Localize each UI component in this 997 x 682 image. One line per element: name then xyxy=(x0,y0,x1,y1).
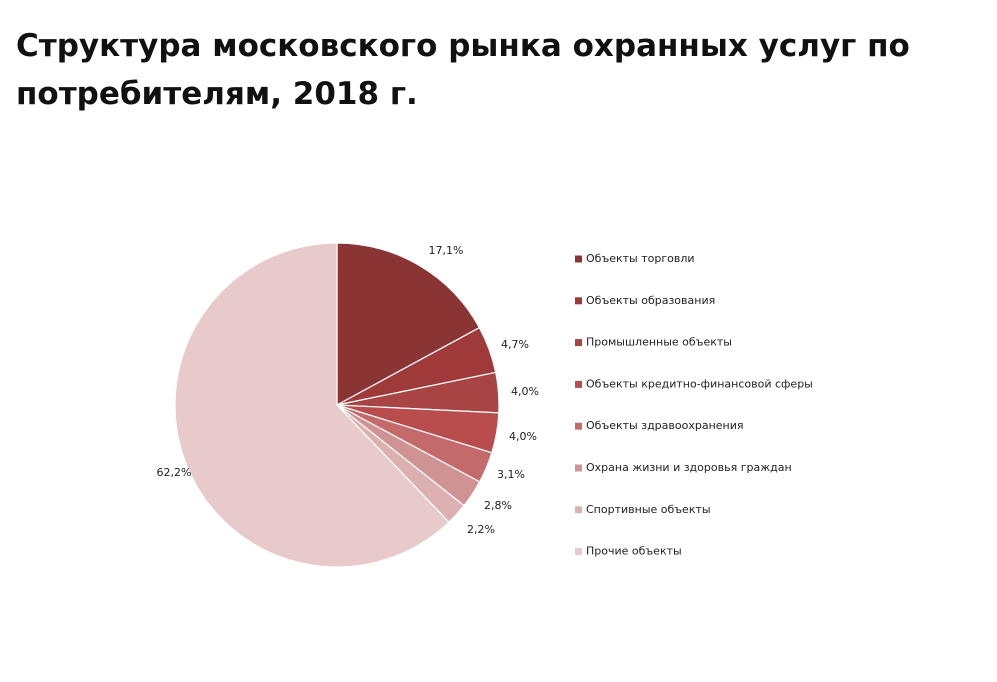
legend-label: Охрана жизни и здоровья граждан xyxy=(586,461,792,474)
legend-swatch xyxy=(575,297,582,305)
legend-label: Прочие объекты xyxy=(586,545,682,558)
data-label: 4,7% xyxy=(501,338,529,351)
chart-title: Структура московского рынка охранных усл… xyxy=(16,28,910,112)
legend-label: Объекты торговли xyxy=(586,252,695,265)
legend-label: Объекты образования xyxy=(586,294,715,307)
data-label: 62,2% xyxy=(157,466,192,479)
legend-label: Спортивные объекты xyxy=(586,503,711,516)
legend-label: Объекты здравоохранения xyxy=(586,419,744,432)
legend-swatch xyxy=(575,422,582,430)
legend-swatch xyxy=(575,255,582,263)
legend-swatch xyxy=(575,464,582,472)
legend-label: Промышленные объекты xyxy=(586,336,732,349)
pie-slice xyxy=(174,242,450,568)
pie-slices xyxy=(174,242,500,568)
data-label: 2,8% xyxy=(484,499,512,512)
data-label: 3,1% xyxy=(497,468,525,481)
data-labels: 17,1% 4,7% 4,0% 4,0% 3,1% 2,8% 2,2% 62,2% xyxy=(157,244,539,536)
legend-swatch xyxy=(575,548,582,556)
legend: Объекты торговли Объекты образования Промы… xyxy=(575,252,813,558)
pie-slice xyxy=(336,242,481,407)
data-label: 4,0% xyxy=(511,385,539,398)
legend-swatch xyxy=(575,380,582,388)
legend-label: Объекты кредитно-финансовой сферы xyxy=(586,377,813,390)
data-label: 4,0% xyxy=(509,430,537,443)
data-label: 17,1% xyxy=(429,244,464,257)
data-label: 2,2% xyxy=(467,523,495,536)
legend-swatch xyxy=(575,339,582,347)
legend-swatch xyxy=(575,506,582,514)
